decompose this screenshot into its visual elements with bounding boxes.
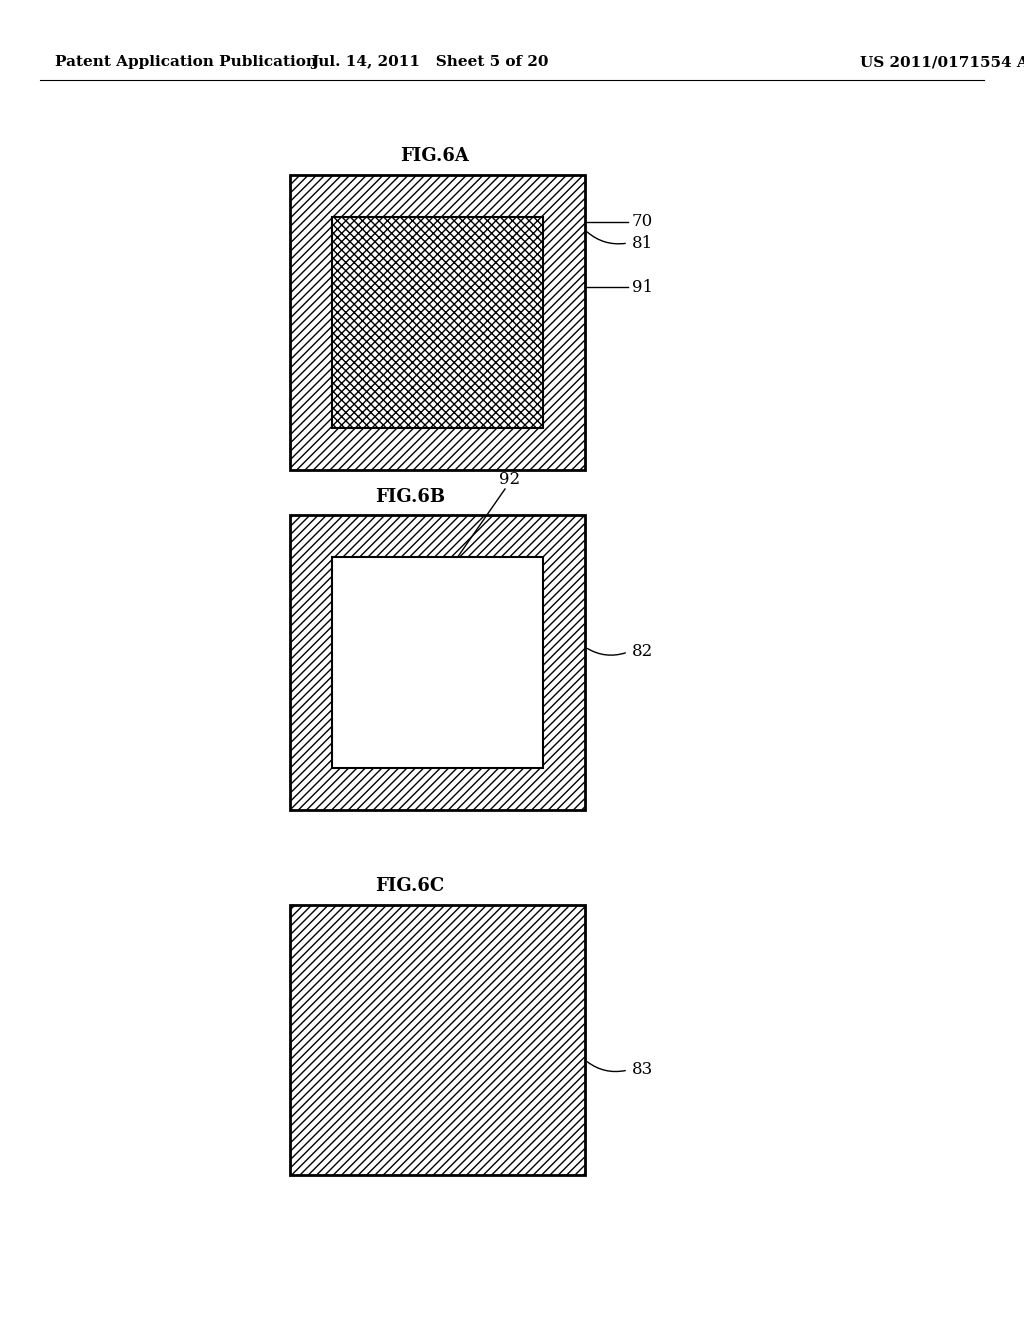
Text: 91: 91 xyxy=(632,279,653,296)
Text: Jul. 14, 2011   Sheet 5 of 20: Jul. 14, 2011 Sheet 5 of 20 xyxy=(311,55,549,69)
Bar xyxy=(290,176,585,470)
Text: US 2011/0171554 A1: US 2011/0171554 A1 xyxy=(860,55,1024,69)
Text: 81: 81 xyxy=(632,235,653,252)
Text: 70: 70 xyxy=(632,214,653,231)
Bar xyxy=(290,515,585,810)
Text: Patent Application Publication: Patent Application Publication xyxy=(55,55,317,69)
Text: 92: 92 xyxy=(500,471,520,488)
Bar xyxy=(290,906,585,1175)
Text: FIG.6A: FIG.6A xyxy=(400,147,469,165)
Text: FIG.6B: FIG.6B xyxy=(375,488,445,506)
Bar xyxy=(332,216,543,428)
Text: 82: 82 xyxy=(632,644,653,660)
Text: 83: 83 xyxy=(632,1061,653,1078)
Bar xyxy=(332,557,543,768)
Text: FIG.6C: FIG.6C xyxy=(375,876,444,895)
